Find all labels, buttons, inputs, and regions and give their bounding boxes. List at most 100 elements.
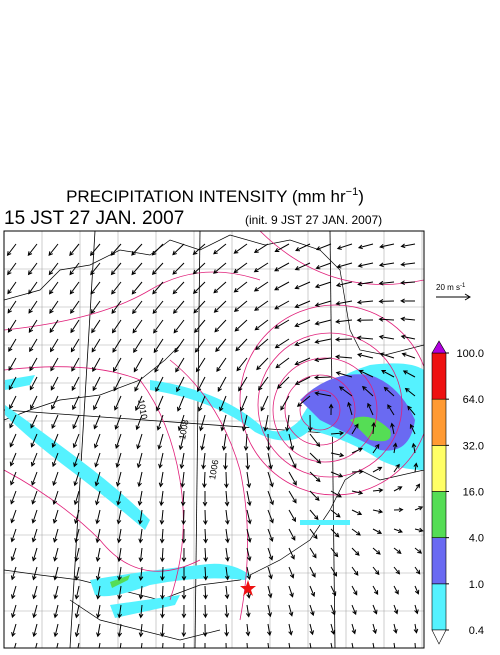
wind-arrow <box>330 452 345 458</box>
wind-arrow <box>409 423 416 435</box>
wind-arrow <box>246 642 248 648</box>
wind-arrow <box>393 507 404 513</box>
wind-arrow <box>288 433 295 451</box>
contour-label: 1006 <box>207 459 220 480</box>
wind-arrow <box>74 528 80 544</box>
wind-arrow <box>28 319 38 333</box>
wind-arrow <box>246 509 252 525</box>
wind-arrow <box>74 547 80 562</box>
wind-arrow <box>245 452 251 471</box>
wind-arrow <box>53 604 59 619</box>
wind-arrow <box>267 547 274 561</box>
wind-arrow <box>288 490 297 504</box>
wind-arrow <box>356 299 374 305</box>
wind-arrow <box>351 604 357 616</box>
wind-arrow <box>383 386 395 397</box>
colorbar-segment <box>431 583 447 631</box>
wind-arrow <box>372 488 384 493</box>
wind-arrow <box>390 422 395 435</box>
wind-arrow <box>181 585 187 600</box>
wind-arrow <box>159 509 165 525</box>
wind-arrow <box>372 466 383 473</box>
wind-arrow <box>10 547 17 562</box>
precipitation <box>5 363 424 618</box>
wind-arrow <box>48 262 59 276</box>
wind-arrow <box>53 566 59 581</box>
wind-arrow <box>27 262 38 276</box>
wind-arrow <box>177 414 185 432</box>
wind-arrow <box>309 623 315 636</box>
wind-arrow <box>49 300 59 314</box>
wind-arrow <box>400 298 416 304</box>
wind-arrow <box>32 604 38 619</box>
wind-arrow <box>246 471 252 489</box>
wind-arrow <box>393 566 401 575</box>
wind-arrow <box>93 414 101 430</box>
wind-arrow <box>115 471 122 487</box>
wind-arrow <box>330 623 336 635</box>
wind-arrow <box>90 300 101 314</box>
wind-arrow <box>246 547 252 562</box>
wind-arrow <box>254 300 269 311</box>
wind-arrow <box>176 395 185 412</box>
wind-arrow <box>98 642 101 648</box>
wind-arrow <box>309 471 321 483</box>
wind-arrow <box>69 243 80 257</box>
wind-arrow <box>52 528 59 543</box>
wind-arrow <box>414 604 419 615</box>
boundaries <box>4 231 424 648</box>
wind-arrow <box>351 566 359 576</box>
wind-arrow <box>7 300 17 314</box>
wind-arrow <box>111 319 122 334</box>
wind-arrow <box>213 281 227 294</box>
wind-arrow <box>351 642 354 648</box>
wind-arrow <box>194 319 206 334</box>
wind-arrow <box>288 642 291 648</box>
wind-arrow <box>204 642 206 648</box>
wind-arrow <box>330 585 337 597</box>
wind-arrow <box>267 471 274 488</box>
wind-arrow <box>219 395 227 412</box>
wind-arrow <box>309 433 321 448</box>
wind-arrow <box>294 376 311 385</box>
wind-arrow <box>193 300 206 314</box>
wind-arrow <box>267 490 274 506</box>
wind-arrow <box>400 316 416 322</box>
wind-arrow <box>314 319 332 326</box>
wind-arrow <box>117 623 123 638</box>
wind-arrow <box>255 338 269 351</box>
wind-arrow <box>155 376 164 393</box>
wind-arrow <box>181 509 186 526</box>
wind-arrow <box>52 452 59 468</box>
wind-arrow <box>307 414 313 433</box>
wind-arrow <box>32 566 38 581</box>
wind-arrow <box>215 338 227 353</box>
colorbar-label: 16.0 <box>463 487 484 499</box>
wind-arrow <box>181 547 187 563</box>
wind-arrow <box>10 509 17 524</box>
wind-arrow <box>138 604 144 619</box>
wind-arrow <box>200 433 206 451</box>
wind-arrow <box>114 414 122 430</box>
wind-arrow <box>159 490 164 507</box>
wind-arrow <box>203 566 208 581</box>
wind-arrow <box>131 243 143 256</box>
wind-arrow <box>202 604 208 619</box>
wind-arrow <box>175 357 185 373</box>
wind-arrow <box>203 528 208 544</box>
wind-arrow <box>77 642 80 648</box>
wind-arrow <box>136 452 143 469</box>
station-star <box>240 580 256 596</box>
wind-arrow <box>294 300 311 309</box>
wind-arrow <box>294 262 311 271</box>
wind-arrow <box>335 354 353 360</box>
contour-label: 1010 <box>136 399 149 420</box>
wind-arrow <box>393 528 403 534</box>
wind-arrow <box>413 623 419 634</box>
wind-arrow <box>138 566 144 581</box>
wind-arrow <box>172 300 185 314</box>
wind-arrow <box>28 281 38 295</box>
wind-arrow <box>414 483 421 492</box>
wind-arrow <box>116 509 122 525</box>
wind-arrow <box>72 395 80 411</box>
